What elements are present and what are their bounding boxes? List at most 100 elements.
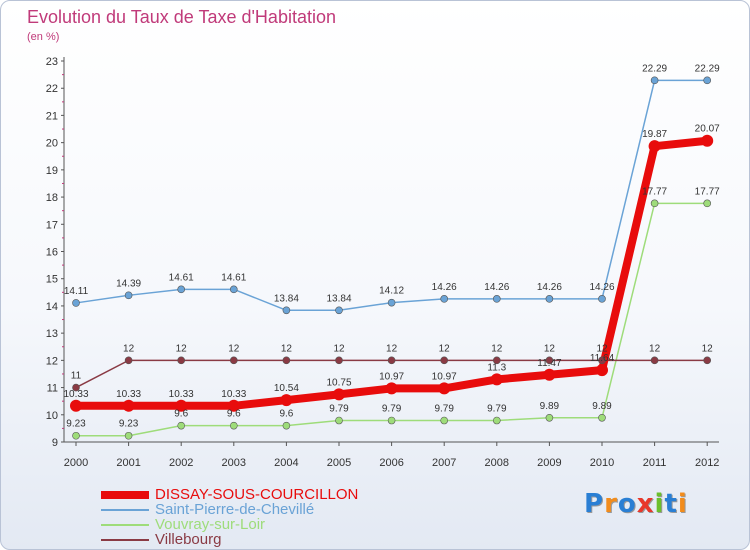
data-point-0-0 [70, 399, 82, 412]
data-label-1-6: 14.12 [379, 286, 404, 297]
data-label-1-3: 14.61 [221, 272, 246, 283]
y-tick-label: 23 [46, 56, 58, 68]
data-point-0-12 [701, 134, 714, 147]
data-label-0-8: 11.3 [487, 362, 506, 373]
data-point-1-6 [387, 298, 396, 307]
data-label-3-4: 12 [281, 343, 293, 354]
legend-swatch [101, 523, 149, 526]
legend-swatch [101, 490, 149, 499]
series-points [70, 76, 714, 440]
legend-label: DISSAY-SOUS-COURCILLON [155, 486, 359, 503]
data-point-3-6 [387, 356, 396, 365]
y-tick-label: 19 [46, 165, 58, 177]
legend-item-2: Vouvray-sur-Loir [101, 517, 358, 532]
y-tick-label: 12 [46, 355, 58, 367]
data-label-1-9: 14.26 [537, 282, 562, 293]
data-label-2-9: 9.89 [540, 401, 560, 412]
data-point-0-3 [227, 399, 240, 412]
data-point-2-0 [72, 431, 80, 440]
data-label-2-11: 17.77 [642, 186, 667, 197]
legend-item-0: DISSAY-SOUS-COURCILLON [101, 487, 358, 502]
data-label-3-0: 11 [71, 371, 82, 382]
legend-item-3: Villebourg [101, 532, 358, 547]
data-label-2-7: 9.79 [434, 404, 454, 415]
data-point-0-11 [648, 140, 661, 153]
data-point-0-6 [385, 382, 398, 395]
data-point-3-8 [492, 356, 501, 365]
data-label-3-1: 12 [123, 343, 135, 354]
data-point-2-10 [598, 413, 606, 422]
y-tick-label: 22 [46, 83, 58, 95]
y-tick-label: 18 [46, 192, 58, 204]
data-label-1-7: 14.26 [432, 282, 457, 293]
data-point-2-7 [440, 416, 449, 425]
data-label-2-3: 9.6 [227, 409, 241, 420]
data-point-2-9 [545, 413, 554, 422]
data-point-0-4 [280, 394, 293, 407]
data-label-3-7: 12 [439, 343, 451, 354]
data-point-1-3 [230, 285, 238, 294]
data-label-3-8: 12 [491, 343, 503, 354]
data-point-1-7 [440, 295, 449, 303]
data-point-0-7 [438, 382, 451, 395]
data-point-1-5 [335, 306, 343, 315]
y-tick-label: 14 [46, 301, 58, 313]
data-point-1-0 [72, 299, 80, 307]
data-label-0-7: 10.97 [432, 371, 457, 382]
data-label-1-8: 14.26 [484, 282, 509, 293]
legend-label: Villebourg [155, 531, 222, 548]
data-label-0-6: 10.97 [379, 371, 404, 382]
y-tick-label: 10 [46, 410, 58, 422]
data-label-1-2: 14.61 [169, 272, 194, 283]
data-label-1-0: 14.11 [64, 286, 89, 297]
x-tick-label: 2005 [327, 457, 351, 469]
y-tick-label: 15 [46, 274, 58, 286]
data-point-0-9 [543, 368, 556, 381]
legend-swatch [101, 538, 149, 541]
data-point-3-4 [282, 356, 291, 365]
y-tick-label: 13 [46, 328, 58, 340]
data-label-2-12: 17.77 [695, 186, 720, 197]
data-point-2-8 [492, 416, 501, 425]
x-tick-label: 2008 [485, 457, 509, 469]
data-point-0-2 [175, 399, 188, 412]
data-point-1-9 [545, 295, 554, 303]
legend-swatch [101, 508, 149, 511]
data-point-3-10 [598, 356, 606, 365]
data-label-3-2: 12 [176, 343, 188, 354]
x-tick-label: 2012 [695, 457, 719, 469]
data-label-3-5: 12 [333, 343, 345, 354]
data-point-3-9 [545, 356, 554, 365]
legend-label: Vouvray-sur-Loir [155, 516, 266, 533]
axes: 9 10 11 12 13 14 15 16 17 18 19 20 21 22 23 2000 2001 200… [46, 56, 720, 469]
data-label-0-4: 10.54 [274, 383, 299, 394]
x-tick-label: 2003 [222, 457, 246, 469]
data-label-3-9: 12 [544, 343, 556, 354]
data-label-1-5: 13.84 [326, 293, 351, 304]
x-tick-label: 2006 [379, 457, 403, 469]
x-tick-label: 2009 [537, 457, 561, 469]
data-point-1-1 [124, 291, 133, 300]
x-tick-label: 2001 [116, 457, 140, 469]
data-label-1-12: 22.29 [695, 63, 720, 74]
data-point-2-3 [230, 421, 238, 430]
data-point-0-10 [596, 364, 608, 377]
data-point-0-8 [490, 373, 503, 386]
data-point-2-4 [282, 421, 291, 430]
data-point-2-11 [650, 199, 659, 208]
proxiti-logo: Proxiti [584, 489, 688, 519]
data-label-2-2: 9.6 [174, 409, 188, 420]
data-label-0-12: 20.07 [695, 124, 720, 135]
data-label-2-10: 9.89 [592, 401, 612, 412]
data-point-3-3 [230, 356, 238, 365]
data-labels: 10.33 10.33 10.33 10.33 10.54 10.75 10.97 10.97… [63, 63, 720, 429]
data-point-2-1 [124, 431, 133, 440]
data-label-0-2: 10.33 [169, 389, 194, 400]
data-point-3-11 [650, 356, 659, 365]
data-point-1-12 [703, 76, 712, 85]
data-point-2-2 [177, 421, 185, 430]
data-point-1-8 [492, 295, 501, 303]
data-point-3-12 [703, 356, 712, 365]
